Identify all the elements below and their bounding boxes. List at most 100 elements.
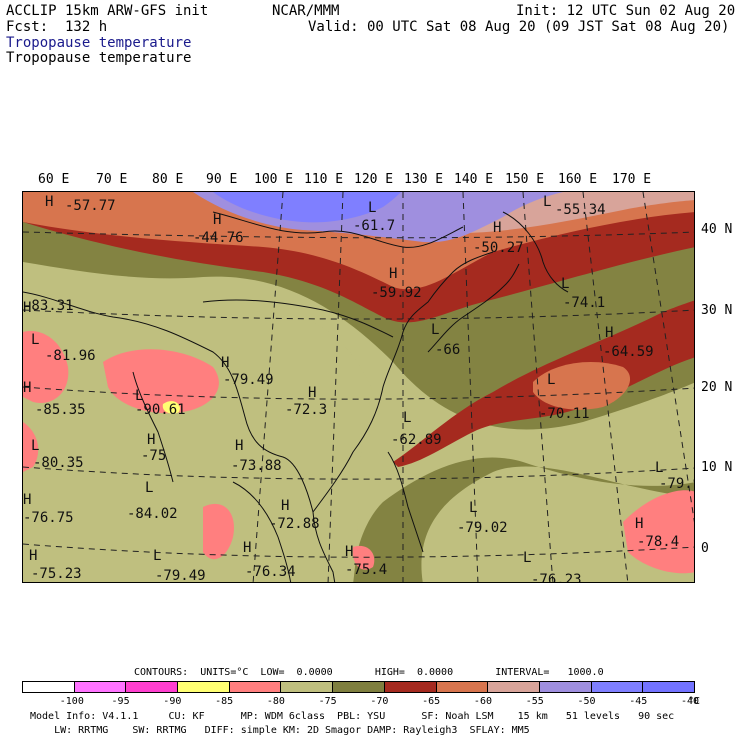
hl-value: -75: [141, 448, 166, 464]
hl-value: -90.61: [135, 402, 186, 418]
hl-type: H: [243, 540, 251, 556]
border-mongolia: [212, 211, 464, 248]
hl-value: -73.88: [231, 458, 282, 474]
color-bar-swatch: [488, 682, 540, 692]
hl-type: H: [29, 548, 37, 564]
hl-type: H: [493, 220, 501, 236]
border-china: [202, 299, 394, 338]
hl-type: L: [523, 550, 531, 566]
color-bar-swatch: [281, 682, 334, 692]
color-bar-tick-label: -90: [163, 696, 182, 707]
asia-south-coast: [23, 291, 336, 582]
color-bar-tick-label: -65: [422, 696, 441, 707]
color-bar-swatch: [74, 682, 127, 692]
field-patch-minus80-2: [103, 349, 219, 414]
field-patch-minus60-east: [533, 362, 631, 410]
hl-type: L: [403, 410, 411, 426]
philippines-coast: [387, 451, 424, 553]
color-bar-swatch: [229, 682, 282, 692]
lat-label: 20 N: [701, 380, 733, 395]
hl-value: -75.4: [345, 562, 387, 578]
lon-label: 110 E: [304, 172, 344, 187]
coastlines: [23, 211, 569, 582]
hl-value: -76.34: [245, 564, 296, 580]
hl-type: H: [635, 516, 643, 532]
color-bar-swatch: [539, 682, 592, 692]
hl-value: -84.02: [127, 506, 178, 522]
lon-label: 90 E: [206, 172, 238, 187]
lon-label: 70 E: [96, 172, 128, 187]
hl-value: -66: [435, 342, 460, 358]
color-bar-tick-label: -75: [318, 696, 337, 707]
hl-value: -79.49: [223, 372, 274, 388]
color-bar-swatch: [333, 682, 385, 692]
color-bar-tick-label: -95: [111, 696, 130, 707]
hl-type: H: [605, 325, 613, 341]
hl-type: L: [31, 438, 39, 454]
hl-value: -55.34: [555, 202, 606, 218]
hl-markers: H -57.77 H -44.76 L -61.7 L -55.34 H -50…: [23, 194, 695, 583]
tropopause-temperature-map[interactable]: H -57.77 H -44.76 L -61.7 L -55.34 H -50…: [22, 191, 695, 583]
lon-label: 120 E: [354, 172, 394, 187]
hl-type: L: [655, 460, 663, 476]
color-bar-swatch: [178, 682, 230, 692]
hl-value: -79.9: [659, 476, 695, 492]
field-patch-minus80-3: [23, 422, 39, 472]
hl-value: -50.27: [473, 240, 524, 256]
hl-value: -72.88: [269, 516, 320, 532]
lat-label: 0: [701, 541, 709, 556]
color-bar-tick-label: -100: [59, 696, 84, 707]
color-bar-swatch: [23, 682, 75, 692]
color-bar-tick-label: -55: [525, 696, 544, 707]
color-bar-swatch: [643, 682, 694, 692]
map-canvas: H -57.77 H -44.76 L -61.7 L -55.34 H -50…: [23, 192, 695, 583]
color-bar-swatch: [384, 682, 437, 692]
hl-value: -70.11: [539, 406, 590, 422]
color-bar-tick-label: -85: [215, 696, 234, 707]
hl-value: -44.76: [193, 230, 244, 246]
lon-line: [642, 192, 694, 523]
lon-label: 170 E: [612, 172, 652, 187]
field-patch-minus80-5: [623, 490, 694, 574]
hl-value: -75.23: [31, 566, 82, 582]
field-patch-minus80-4: [203, 503, 234, 560]
hl-type: L: [153, 548, 161, 564]
japan-coast: [427, 263, 520, 353]
indochina-coast: [232, 481, 292, 582]
lon-label: 80 E: [152, 172, 184, 187]
hl-value: -57.77: [65, 198, 116, 214]
hl-type: L: [368, 200, 376, 216]
hl-value: -76.23: [531, 572, 582, 583]
field-patch-minus80-1: [23, 331, 69, 403]
hl-type: H: [45, 194, 53, 210]
india-river-border: [132, 371, 174, 483]
hl-type: L: [547, 372, 555, 388]
color-bar-tick-label: -45: [629, 696, 648, 707]
lat-label: 10 N: [701, 460, 733, 475]
china-east-coast: [312, 251, 494, 513]
field-title-contour: Tropopause temperature: [6, 50, 192, 66]
lon-label: 100 E: [254, 172, 294, 187]
org-label: NCAR/MMM: [272, 3, 340, 19]
color-bar-swatch: [436, 682, 489, 692]
hl-value: -78.4: [637, 534, 679, 550]
hl-type: H: [23, 300, 31, 316]
model-title: ACCLIP 15km ARW-GFS init: [6, 3, 209, 19]
hl-value: -79.49: [155, 568, 206, 583]
color-bar-unit: °C: [688, 696, 701, 707]
lat-label: 30 N: [701, 303, 733, 318]
color-bar-tick-label: -50: [577, 696, 596, 707]
hl-value: -59.92: [371, 285, 422, 301]
lon-label: 140 E: [454, 172, 494, 187]
field-patch-minus80-6: [352, 545, 375, 570]
hl-value: -64.59: [603, 344, 654, 360]
hl-type: H: [221, 355, 229, 371]
forecast-hour: Fcst: 132 h: [6, 19, 108, 35]
lon-label: 160 E: [558, 172, 598, 187]
hl-type: H: [23, 380, 31, 396]
color-bar-tick-label: -70: [370, 696, 389, 707]
lon-label: 130 E: [404, 172, 444, 187]
hl-type: L: [543, 194, 551, 210]
model-info-line2: LW: RRTMG SW: RRTMG DIFF: simple KM: 2D …: [30, 725, 530, 736]
graticule: [23, 192, 694, 582]
